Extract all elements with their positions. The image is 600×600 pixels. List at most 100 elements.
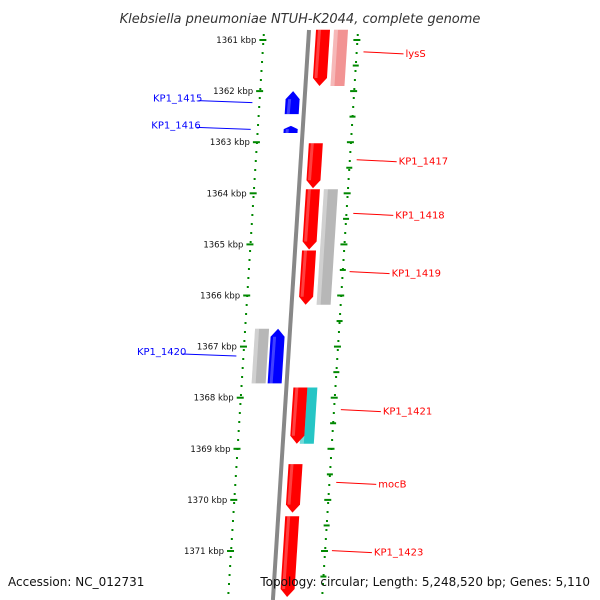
accession-text: Accession: NC_012731	[8, 575, 144, 589]
pseudo-feature-shine	[330, 29, 339, 86]
gene-label[interactable]: KP1_1423	[374, 548, 423, 559]
map-title: Klebsiella pneumoniae NTUH-K2044, comple…	[120, 12, 481, 27]
gene-arrow-kp1-1415-shine	[286, 99, 292, 115]
gene-arrow-kp1-1419[interactable]	[299, 250, 317, 305]
gene-label[interactable]: KP1_1419	[392, 269, 441, 280]
gene-arrow-kp1-1420[interactable]	[267, 328, 285, 384]
guide-dot	[335, 367, 338, 369]
guide-dot	[325, 529, 328, 531]
guide-dot	[229, 556, 232, 558]
gene-arrow-kp1-1421-shine	[291, 387, 299, 436]
gene-label-leader	[356, 159, 397, 163]
guide-dot	[340, 286, 343, 288]
gene-label-leader	[331, 550, 372, 554]
guide-dot	[233, 493, 236, 495]
guide-dot	[338, 322, 341, 324]
guide-dot	[260, 70, 263, 72]
guide-dot	[245, 304, 248, 306]
backbone-line	[270, 29, 311, 600]
guide-dot	[325, 520, 328, 522]
guide-dot	[231, 529, 234, 531]
guide-dot	[331, 430, 334, 432]
guide-dot	[227, 583, 230, 585]
guide-dot	[328, 475, 331, 477]
guide-dot	[343, 241, 346, 243]
guide-dot	[230, 547, 233, 549]
gene-arrow-kp1-1416[interactable]	[283, 125, 298, 134]
gene-label[interactable]: KP1_1418	[395, 210, 444, 221]
guide-dot	[323, 556, 326, 558]
guide-dot	[336, 358, 339, 360]
gene-arrow-kp1-1417-shine	[307, 143, 314, 181]
guide-dot	[355, 61, 358, 63]
gene-arrow-kp1-1418-shine	[304, 189, 311, 242]
gene-arrow-kp1-1418[interactable]	[302, 189, 320, 250]
guide-dot	[256, 133, 259, 135]
tick-label: 1369 kbp	[190, 445, 230, 455]
gene-arrow-kp1-1423-shine	[282, 516, 291, 589]
guide-dot	[346, 196, 349, 198]
guide-dot	[353, 88, 356, 90]
guide-dot	[321, 583, 324, 585]
guide-dot	[345, 214, 348, 216]
gene-label[interactable]: KP1_1417	[399, 157, 448, 168]
genome-summary-text: Topology: circular; Length: 5,248,520 bp…	[259, 575, 590, 589]
guide-dot	[237, 430, 240, 432]
guide-dot	[351, 124, 354, 126]
guide-dot	[337, 340, 340, 342]
gene-label[interactable]: KP1_1420	[137, 347, 186, 358]
tick-label: 1366 kbp	[200, 292, 240, 302]
gene-label[interactable]: KP1_1415	[153, 94, 202, 105]
guide-dot	[339, 313, 342, 315]
gene-arrow-mocb-shine	[287, 464, 294, 505]
pseudo-feature	[330, 29, 349, 86]
gene-arrow-kp1-1415[interactable]	[284, 91, 300, 115]
pseudo-feature-shine	[251, 328, 260, 384]
tick-label: 1370 kbp	[187, 496, 227, 506]
gene-label-leader	[196, 126, 251, 130]
guide-dot	[252, 196, 255, 198]
guide-dot	[343, 250, 346, 252]
guide-dot	[335, 376, 338, 378]
pseudo-feature	[251, 328, 270, 384]
gene-arrow-kp1-1423[interactable]	[280, 516, 300, 597]
gene-label[interactable]: KP1_1421	[383, 407, 432, 418]
guide-dot	[259, 79, 262, 81]
gene-arrow-kp1-1421[interactable]	[290, 387, 308, 444]
guide-dot	[334, 385, 337, 387]
guide-dot	[249, 250, 252, 252]
gene-arrow-lyss[interactable]	[312, 29, 331, 86]
guide-dot	[261, 52, 264, 54]
guide-dot	[243, 331, 246, 333]
gene-label[interactable]: mocB	[378, 479, 406, 490]
guide-dot	[332, 421, 335, 423]
strand-guide-dots	[227, 34, 359, 594]
guide-dot	[333, 394, 336, 396]
gene-label[interactable]: KP1_1416	[151, 120, 200, 131]
guide-dot	[344, 223, 347, 225]
guide-dot	[262, 34, 265, 36]
guide-dot	[242, 358, 245, 360]
gene-arrow-lyss-shine	[314, 29, 322, 78]
guide-dot	[356, 34, 359, 36]
guide-dot	[353, 79, 356, 81]
guide-dot	[347, 178, 350, 180]
gene-label[interactable]: lysS	[405, 49, 425, 60]
gene-label-leader	[198, 100, 253, 104]
guide-dot	[250, 223, 253, 225]
guide-dot	[231, 520, 234, 522]
guide-dot	[345, 205, 348, 207]
gene-arrow-kp1-1417[interactable]	[306, 143, 323, 189]
gene-arrow-mocb[interactable]	[285, 464, 303, 513]
guide-dot	[355, 52, 358, 54]
guide-dot	[257, 124, 260, 126]
gene-arrows	[267, 29, 331, 597]
guide-dot	[258, 97, 261, 99]
guide-dot	[241, 367, 244, 369]
guide-dot	[348, 160, 351, 162]
guide-dot	[262, 43, 265, 45]
guide-dot	[247, 268, 250, 270]
guide-dot	[348, 169, 351, 171]
guide-dot	[254, 169, 257, 171]
